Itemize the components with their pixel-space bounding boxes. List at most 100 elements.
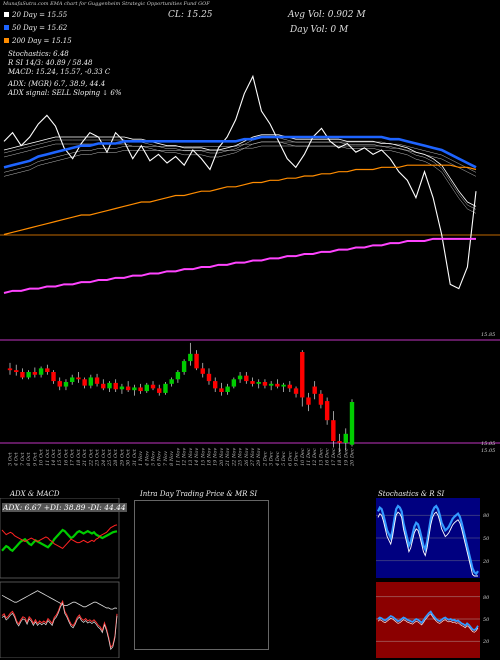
candle-body [14,370,19,372]
candle-body [237,375,243,380]
date-tick-label: 19 Nov [213,448,219,466]
date-tick-label: 5 Nov [151,451,157,466]
date-tick-label: 16 Dec [325,448,331,466]
candle-body [32,372,38,375]
candle-body [250,381,255,384]
stoch-tick-label: 20 [482,559,490,565]
date-tick-label: 3 Oct [8,451,14,466]
date-tick-label: 11 Nov [175,448,181,466]
candle-body [20,372,25,378]
ema-band-line [3,145,477,177]
date-tick-label: 13 Nov [188,448,194,466]
date-tick-label: 28 Oct [113,448,119,467]
adx-panel-title: ADX & MACD [10,490,60,498]
candle-body [45,368,50,372]
date-tick-label: 12 Nov [182,448,188,466]
candle-body [337,441,342,443]
ema200-legend: 200 Day = 15.15 [4,37,72,45]
candle-body [244,375,249,382]
date-tick-label: 19 Dec [343,448,349,466]
stoch-text: Stochastics: 6.48 [8,50,69,58]
adx-values-label: ADX: 6.67 +DI: 38.89 -DI: 44.44 [2,503,127,512]
date-tick-label: 15 Oct [57,448,63,466]
date-tick-label: 5 Dec [281,451,287,466]
candle-body [287,384,293,389]
avg-volume-label: Avg Vol: 0.902 M [288,10,366,20]
candle-body [7,368,13,371]
candle-body [125,386,131,391]
date-tick-label: 7 Nov [163,451,169,466]
series-line-ema50 [3,135,477,169]
adx-signal-text: ADX signal: SELL Sloping ↓ 6% [8,89,122,97]
ema20-label: 20 Day = 15.55 [12,11,68,19]
candle-body [194,353,199,369]
date-tick-label: 16 Oct [63,448,69,466]
date-tick-label: 18 Oct [76,448,82,466]
candle-body [169,379,174,384]
legend-swatch [4,25,9,30]
candle-body [262,382,268,386]
candle-body [94,377,100,384]
legend-swatch [4,12,9,17]
rsi-tick-label: 50 [483,617,490,623]
date-tick-label: 21 Nov [225,448,231,467]
candle-body [324,401,330,421]
date-tick-label: 23 Oct [95,448,101,467]
date-tick-label: 7 Oct [20,451,26,466]
date-tick-label: 10 Oct [39,448,45,466]
date-tick-label: 11 Oct [45,448,51,466]
candle-body [138,387,143,392]
candle-body [213,381,218,389]
candle-body [101,383,106,389]
date-tick-label: 24 Oct [101,448,107,467]
candle-body [113,382,118,390]
candle-body [132,387,137,391]
rsi-subpanel [376,582,480,658]
candle-body [318,393,324,405]
price-tick-label: 15.05 [481,441,495,447]
candle-body [38,368,44,375]
date-tick-label: 6 Dec [287,451,293,466]
close-price-label: CL: 15.25 [168,10,213,20]
price-tick-label: 15.85 [481,332,495,338]
candle-body [51,372,56,382]
date-tick-label: 22 Nov [231,448,237,467]
candle-body [76,377,81,380]
date-tick-label: 18 Dec [337,448,343,466]
date-tick-label: 21 Oct [82,448,88,467]
macd-signal-line [1,602,118,651]
chart-title: MunafaSutra.com EMA chart for Guggenheim… [3,1,210,7]
legend-swatch [4,38,9,43]
rsi-tick-label: 20 [482,639,490,645]
series-line-ema200 [3,164,477,236]
date-tick-label: 25 Nov [238,448,244,467]
date-tick-label: 18 Nov [206,448,212,466]
rsi-text: R SI 14/3: 40.89 / 58.48 [8,59,93,67]
price-tick-label: 15.05 [481,448,495,454]
date-tick-label: 12 Dec [312,448,318,466]
candle-body [281,384,286,387]
date-tick-label: 11 Dec [306,448,312,466]
candle-body [119,386,125,390]
date-tick-label: 3 Dec [269,451,275,466]
ema-band-line [3,141,477,214]
candle-body [88,377,94,386]
stochastics-rsi-panel: 80 50 20 80 50 20 [376,498,490,658]
ema-band-line [3,141,477,173]
date-tick-label: 30 Oct [126,448,132,466]
date-tick-label: 4 Oct [14,451,20,467]
date-tick-label: 27 Nov [250,448,256,467]
candle-body [225,386,230,392]
rsi-tick-label: 80 [483,595,490,601]
rsi-line [377,610,479,632]
date-tick-label: 20 Dec [350,448,356,467]
intraday-panel [134,500,269,650]
date-tick-label: 29 Oct [119,448,125,467]
candle-body [57,381,62,387]
date-tick-label: 20 Nov [219,448,225,467]
candle-body [69,377,75,382]
macd-text: MACD: 15.24, 15.57, -0.33 C [8,68,111,76]
candle-body [275,383,280,387]
date-tick-label: 1 Nov [138,451,144,466]
